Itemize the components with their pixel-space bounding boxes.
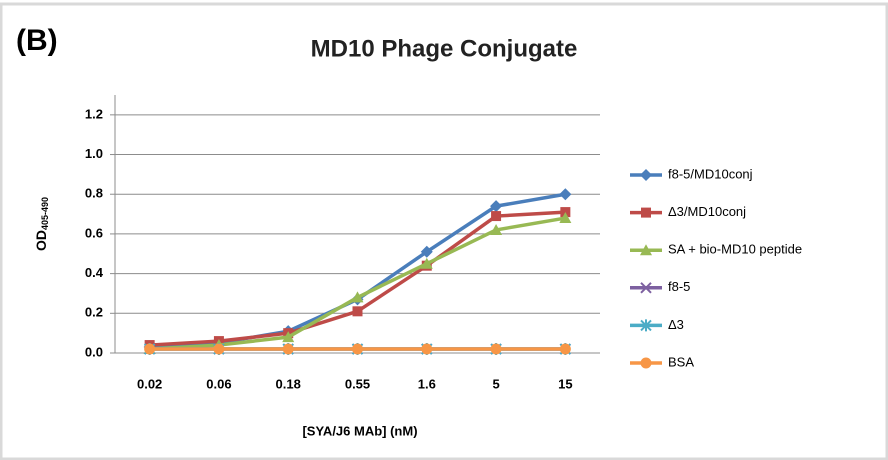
point [559, 343, 571, 355]
point [491, 211, 502, 222]
point [490, 200, 503, 213]
point [490, 223, 503, 235]
legend-marker [640, 244, 652, 256]
point [352, 343, 363, 355]
point [490, 343, 502, 355]
y-tick-label: 1.0 [85, 146, 103, 161]
y-tick-label: 0.4 [85, 265, 104, 280]
y-label-main: OD [33, 230, 49, 251]
y-label-sub: 405-490 [40, 197, 50, 230]
y-tick-label: 0.0 [85, 344, 103, 359]
legend-marker [640, 319, 652, 332]
legend-marker [641, 207, 651, 218]
point [559, 212, 572, 224]
point [420, 257, 433, 269]
legend-label: Δ3/MD10conj [668, 204, 746, 219]
legend-marker [640, 282, 652, 294]
panel-label: (B) [16, 24, 58, 57]
point [559, 188, 572, 201]
y-tick-label: 0.6 [85, 225, 103, 240]
x-tick-label: 5 [492, 376, 499, 391]
x-tick-label: 0.02 [137, 376, 162, 391]
legend-label: f8-5/MD10conj [668, 166, 753, 181]
point [421, 343, 433, 355]
x-tick-label: 0.06 [206, 376, 231, 391]
legend-marker [640, 357, 652, 369]
x-tick-label: 0.55 [345, 376, 370, 391]
y-tick-label: 0.2 [85, 305, 103, 320]
legend-label: f8-5 [668, 279, 690, 294]
x-tick-label: 15 [558, 376, 572, 391]
legend-marker [640, 169, 652, 181]
point [282, 343, 294, 355]
legend-label: SA + bio-MD10 peptide [668, 242, 802, 257]
point [351, 291, 364, 303]
point [420, 245, 433, 258]
chart-title: MD10 Phage Conjugate [311, 35, 578, 62]
legend-label: BSA [668, 354, 694, 369]
point [282, 331, 295, 343]
x-tick-label: 1.6 [418, 376, 436, 391]
y-tick-label: 0.8 [85, 186, 103, 201]
point [352, 306, 363, 317]
point [213, 343, 225, 355]
legend-label: Δ3 [668, 317, 684, 332]
y-tick-label: 1.2 [85, 106, 103, 121]
y-axis-label: OD405-490 [33, 197, 51, 251]
point [144, 343, 156, 355]
x-tick-label: 0.18 [276, 376, 301, 391]
x-axis-label: [SYA/J6 MAb] (nM) [302, 423, 417, 438]
